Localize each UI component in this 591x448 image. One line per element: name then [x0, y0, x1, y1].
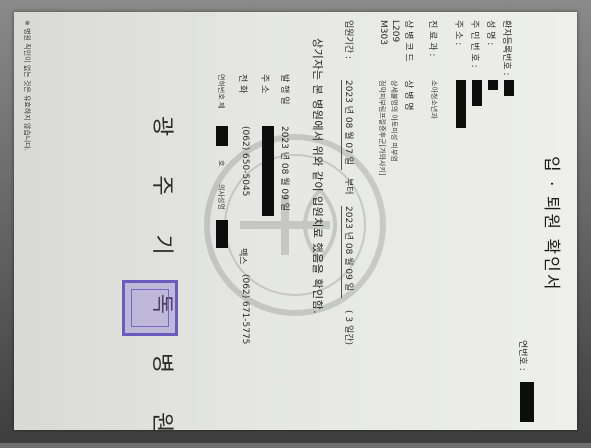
- admission-label: 입원기간 :: [343, 20, 353, 60]
- license-label: 면허번호 제: [217, 74, 225, 109]
- name-redaction: [488, 80, 498, 90]
- issue-date-label: 발 행 일: [279, 74, 289, 105]
- disease-name-label: 상 병 명: [403, 80, 413, 111]
- doctor-redaction: [216, 220, 228, 248]
- serial-redaction: [520, 382, 534, 422]
- disease-name-1: 상세불명의 아토피성 피부염: [390, 80, 398, 162]
- address-redaction: [456, 80, 466, 128]
- hospital-seal: [122, 280, 178, 336]
- issue-phone-value: (062) 650-5045: [240, 126, 250, 197]
- disease-name-2: 점막피부림프절증후군[가와사키]: [378, 80, 386, 176]
- confirmation-text: 상기자는 본 병원에서 위와 같이 입원치료 했음을 확인함.: [311, 38, 324, 315]
- disease-code-label: 상 병 코 드: [403, 20, 413, 62]
- admission-days: ( 3 일간): [343, 310, 353, 346]
- admission-middle: 부터: [343, 178, 353, 195]
- license-redaction: [216, 126, 228, 146]
- underline-start: [341, 80, 342, 170]
- issue-address-redaction: [262, 126, 274, 216]
- address-label: 주 소 :: [453, 20, 463, 46]
- department-label: 진 료 과 :: [427, 20, 437, 57]
- patient-no-redaction: [504, 80, 514, 96]
- footnote: ※ 병원 직인이 없는 것은 유효하지 않습니다.: [23, 20, 31, 151]
- license-suffix: 호: [217, 160, 225, 167]
- paper-sheet: [14, 12, 577, 430]
- issue-fax-value: (062) 671-5775: [240, 274, 250, 345]
- admission-end: 2023 년 08 월 09 일: [343, 206, 353, 291]
- disease-code-2: M303: [378, 20, 388, 45]
- name-label: 성 명 :: [485, 20, 495, 46]
- issue-phone-label: 전 화: [237, 74, 247, 94]
- disease-code-1: L209: [390, 20, 400, 43]
- serial-label: 연번호 :: [517, 340, 527, 371]
- id-no-redaction: [472, 80, 482, 106]
- issue-fax-label: 팩스: [237, 248, 247, 265]
- underline-end: [341, 206, 342, 298]
- admission-start: 2023 년 08 월 07 일: [343, 80, 353, 165]
- id-no-label: 주 민 번 호 :: [469, 20, 479, 68]
- document-title: 입 · 퇴원 확인서: [541, 156, 561, 292]
- patient-no-label: 환자등록번호 :: [501, 20, 511, 76]
- certificate-document: 입 · 퇴원 확인서 연번호 : 환자등록번호 : 성 명 : 주 민 번 호 …: [10, 10, 590, 448]
- issue-address-label: 주 소: [259, 74, 269, 94]
- issue-date-value: 2023 년 08 월 09 일: [279, 126, 289, 211]
- department-value: 소아청소년과: [430, 80, 438, 119]
- doctor-label: 의사성명: [217, 184, 225, 210]
- watermark-emblem-icon: [204, 134, 386, 316]
